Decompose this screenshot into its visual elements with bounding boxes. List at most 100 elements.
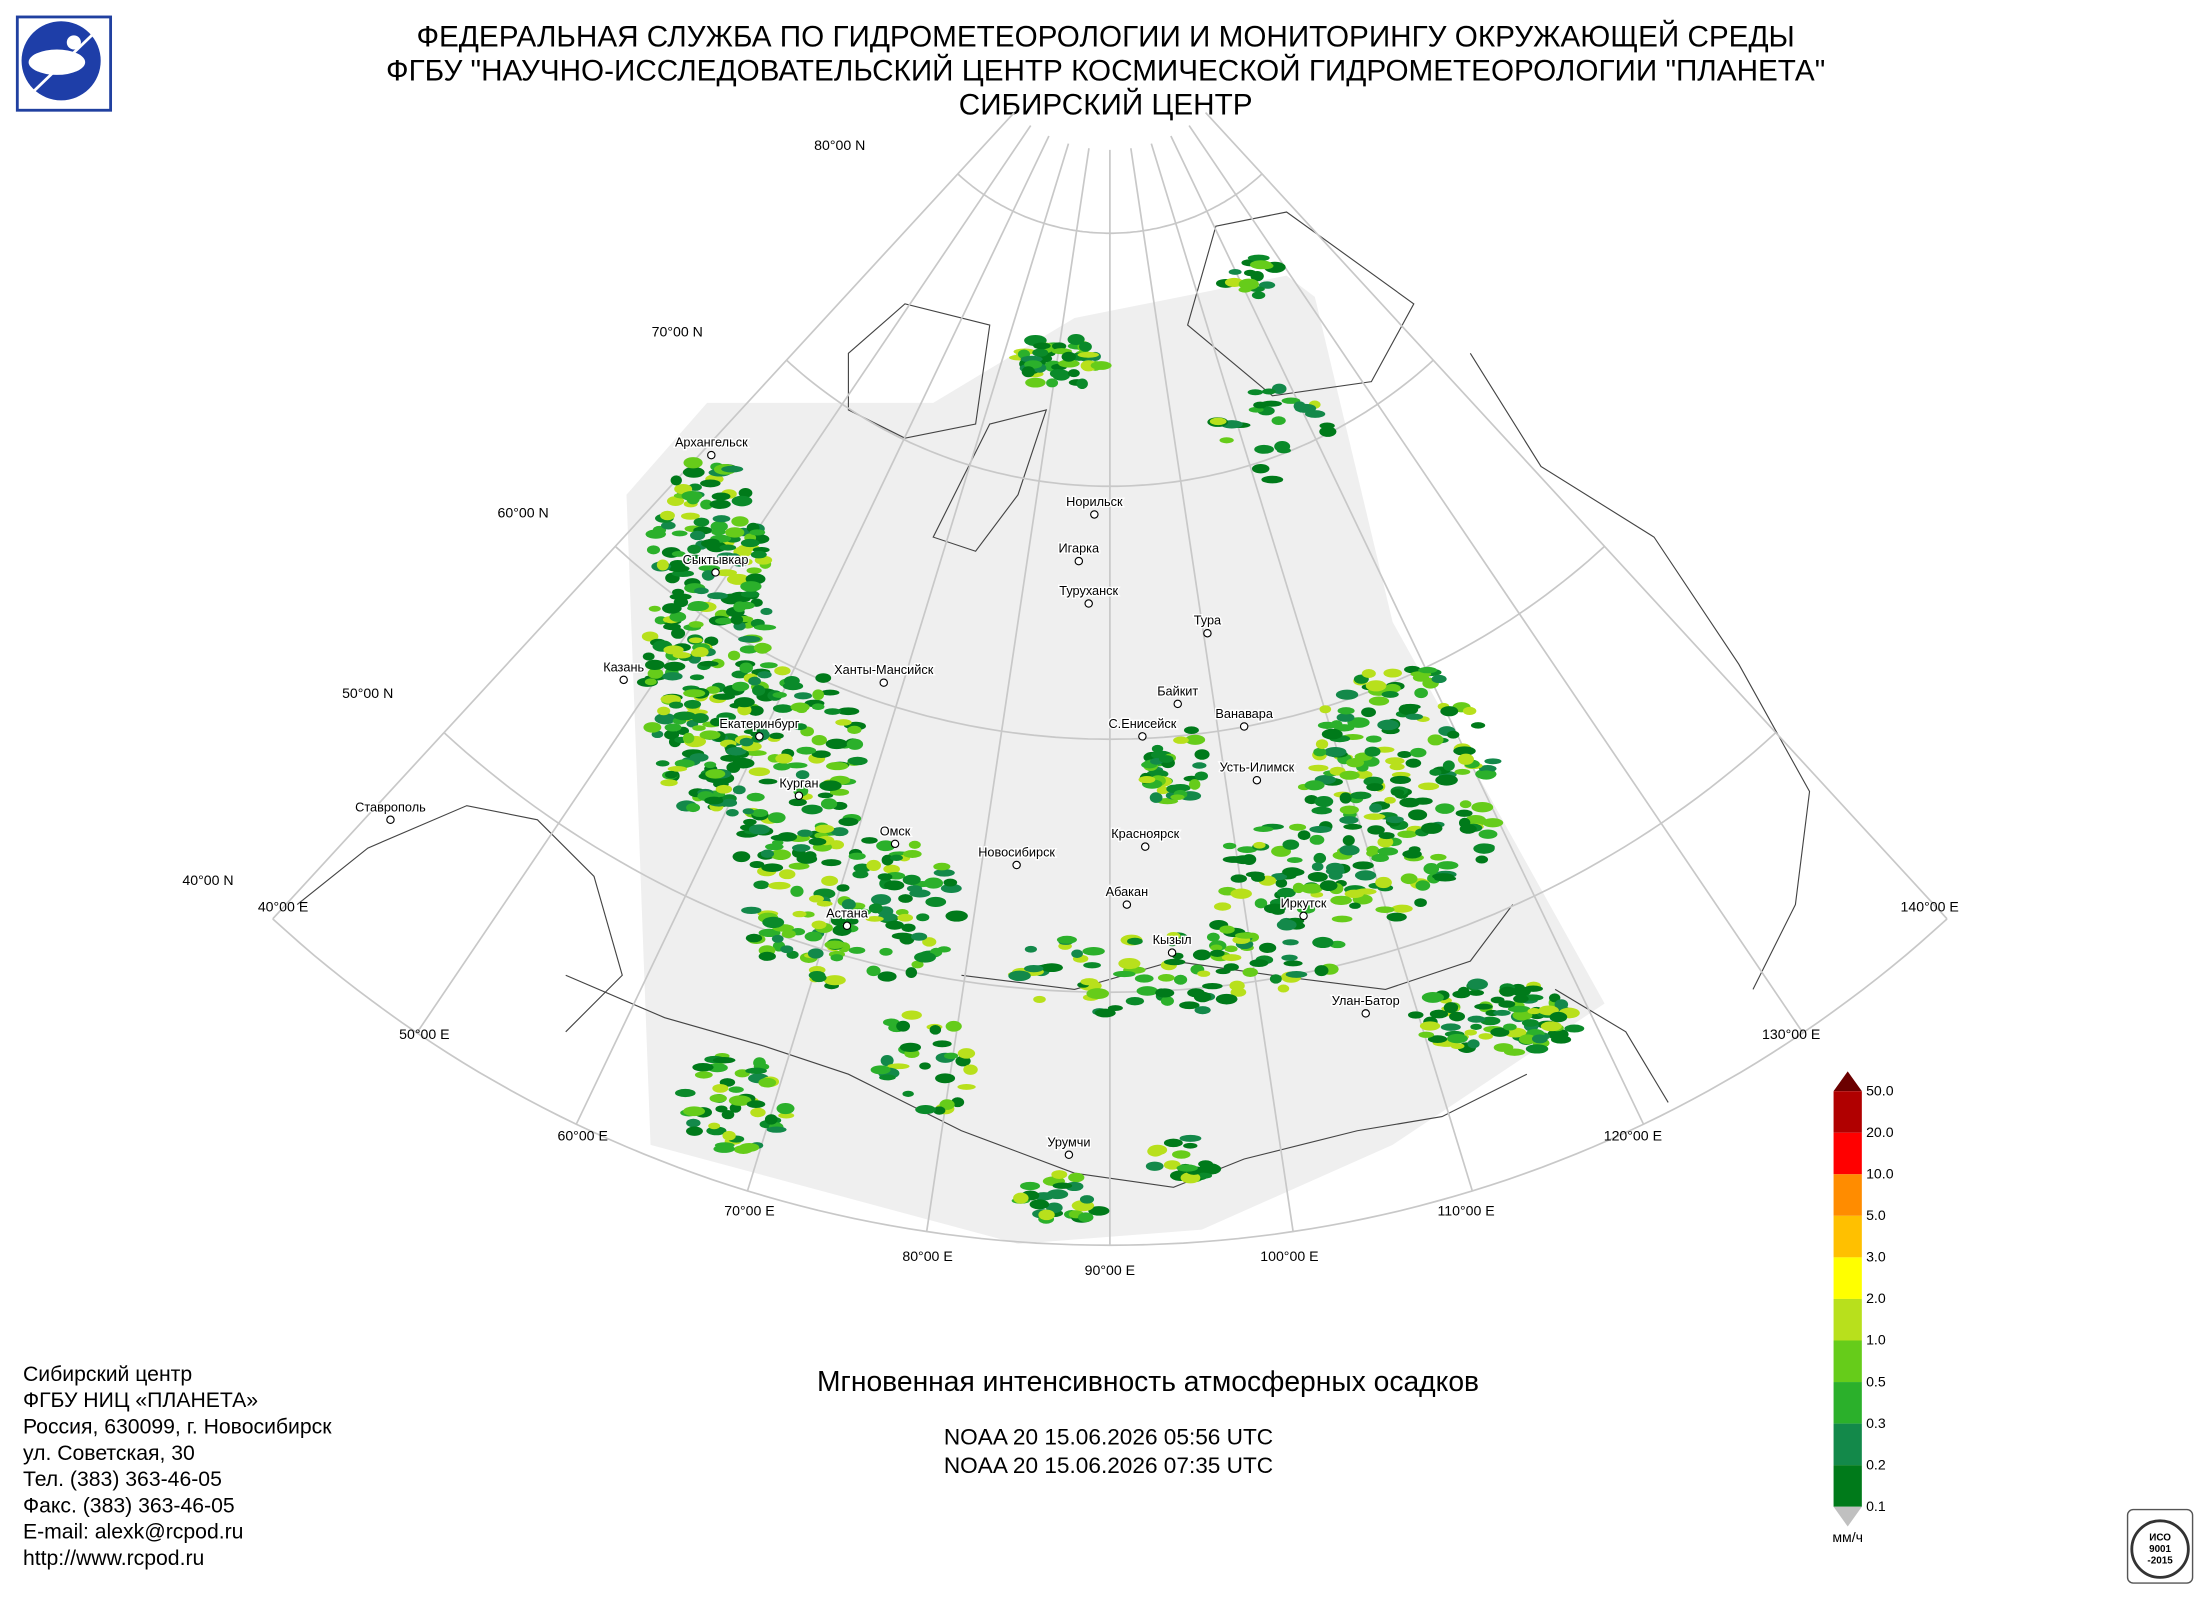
- lon-label: 40°00 E: [258, 899, 308, 915]
- precip-cell: [1281, 397, 1301, 404]
- pass-time: NOAA 20 15.06.2026 05:56 UTC: [944, 1425, 1273, 1450]
- precip-cell: [1429, 768, 1442, 776]
- precip-cell: [1127, 937, 1143, 945]
- precip-cell: [1419, 1021, 1441, 1031]
- precip-cell: [760, 849, 775, 858]
- precip-cell: [686, 1126, 703, 1136]
- precip-cell: [1173, 736, 1189, 744]
- precip-cell: [751, 808, 769, 818]
- precip-cell: [1431, 674, 1447, 684]
- precip-cell: [943, 878, 958, 887]
- precip-cell: [692, 725, 706, 731]
- precip-cell: [1331, 915, 1353, 923]
- precip-cell: [712, 693, 736, 700]
- precip-cell: [1156, 786, 1170, 795]
- precip-cell: [814, 824, 835, 834]
- precip-cell: [1233, 855, 1253, 865]
- city-marker: [1090, 510, 1099, 519]
- precip-cell: [1275, 878, 1288, 888]
- precip-cell: [1391, 789, 1405, 797]
- satellite-swath: [626, 275, 1605, 1244]
- precip-cell: [671, 627, 686, 639]
- precip-cell: [846, 738, 864, 750]
- precip-cell: [1339, 770, 1360, 780]
- precip-cell: [824, 708, 841, 715]
- precip-cell: [1230, 874, 1247, 883]
- precip-cell: [861, 837, 878, 844]
- precip-cell: [1192, 949, 1211, 961]
- precip-cell: [1247, 389, 1264, 396]
- precip-cell: [1343, 823, 1363, 830]
- precip-cell: [1323, 746, 1347, 757]
- precip-cell: [1249, 959, 1269, 967]
- precip-cell: [1440, 1023, 1461, 1031]
- precip-cell: [795, 770, 810, 780]
- precip-cell: [746, 567, 762, 574]
- precip-cell: [1339, 805, 1359, 815]
- precip-cell: [1304, 780, 1325, 791]
- precip-cell: [758, 951, 776, 961]
- precip-cell: [1435, 774, 1458, 786]
- precip-cell: [1156, 798, 1179, 805]
- precip-cell: [662, 603, 682, 614]
- lon-label: 130°00 E: [1762, 1026, 1820, 1042]
- city-marker: [619, 675, 628, 685]
- city-marker: [1203, 628, 1212, 638]
- legend-label: 0.2: [1866, 1456, 1886, 1472]
- precip-cell: [712, 1057, 736, 1064]
- precip-cell: [646, 545, 661, 555]
- precip-cell: [769, 732, 784, 740]
- precip-cell: [831, 827, 849, 837]
- precip-cell: [686, 1118, 701, 1128]
- precip-cell: [1271, 416, 1286, 425]
- precip-cell: [1281, 954, 1298, 961]
- precip-cell: [776, 1102, 795, 1115]
- precip-cell: [884, 880, 905, 891]
- precip-cell: [901, 1010, 922, 1020]
- precip-cell: [1498, 1000, 1516, 1008]
- precip-cell: [791, 723, 807, 731]
- precip-cell: [820, 689, 840, 696]
- precip-cell: [683, 699, 702, 709]
- precip-cell: [820, 798, 838, 810]
- precip-cell: [1468, 989, 1485, 996]
- precip-cell: [788, 798, 807, 807]
- precip-cell: [1313, 747, 1327, 757]
- precip-cell: [796, 746, 817, 755]
- precip-cell: [692, 713, 709, 724]
- precip-cell: [680, 512, 700, 520]
- city-label: Астана: [826, 905, 869, 920]
- precip-cell: [667, 565, 690, 573]
- precip-cell: [767, 812, 786, 824]
- precip-cell: [824, 940, 845, 949]
- precip-cell: [1319, 426, 1337, 437]
- header-line: ФЕДЕРАЛЬНАЯ СЛУЖБА ПО ГИДРОМЕТЕОРОЛОГИИ …: [416, 20, 1794, 54]
- precip-cell: [1307, 871, 1328, 882]
- precip-cell: [1453, 746, 1476, 756]
- precip-cell: [1029, 1199, 1050, 1210]
- precip-cell: [887, 1063, 910, 1070]
- lat-label: 70°00 N: [652, 323, 703, 339]
- precip-cell: [1408, 846, 1421, 853]
- precip-cell: [1258, 281, 1276, 289]
- precip-cell: [1447, 1033, 1468, 1044]
- precip-cell: [939, 1099, 955, 1110]
- precip-cell: [1194, 1006, 1211, 1015]
- precip-cell: [1243, 269, 1257, 277]
- parallel: [272, 918, 1948, 1247]
- precip-cell: [1173, 974, 1188, 985]
- city-marker: [386, 815, 395, 825]
- city-label: Ванавара: [1215, 706, 1273, 721]
- certificate-text: 9001: [2149, 1544, 2171, 1555]
- precip-cell: [704, 761, 717, 769]
- precip-cell: [1490, 1027, 1510, 1037]
- city-label: Норильск: [1066, 494, 1123, 509]
- precip-cell: [645, 529, 666, 539]
- precip-cell: [1151, 744, 1164, 753]
- precip-cell: [1421, 992, 1444, 1003]
- precip-cell: [1304, 410, 1326, 418]
- legend-label: 1.0: [1866, 1332, 1886, 1348]
- precip-cell: [940, 883, 962, 893]
- precip-cell: [882, 1018, 900, 1027]
- city-marker: [1252, 775, 1262, 785]
